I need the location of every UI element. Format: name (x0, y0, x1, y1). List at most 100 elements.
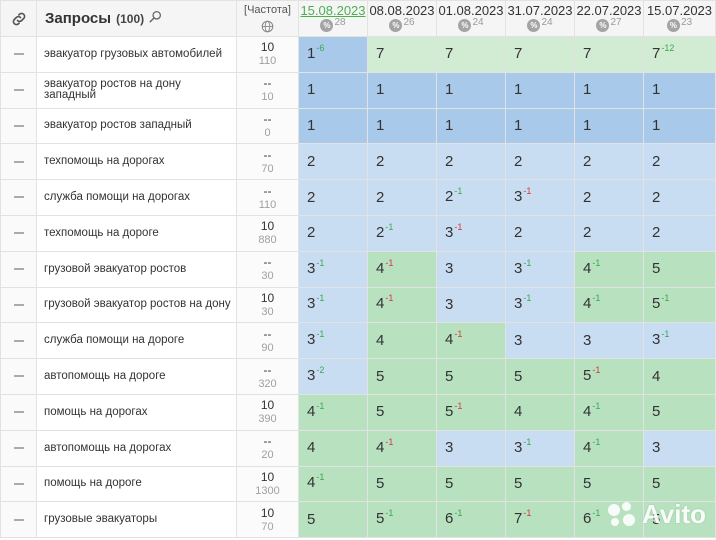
position-cell[interactable]: 5 (298, 501, 368, 539)
position-cell[interactable]: 3-1 (298, 250, 368, 288)
position-cell[interactable]: 3-2 (298, 358, 368, 395)
keyword-cell[interactable]: служба помощи на дорогах (36, 179, 237, 216)
minus-icon[interactable] (13, 196, 24, 199)
position-cell[interactable]: 5-1 (574, 358, 644, 395)
position-cell[interactable]: 4-1 (298, 465, 368, 503)
position-cell[interactable]: 2 (505, 214, 575, 252)
minus-icon[interactable] (13, 303, 24, 306)
position-cell[interactable]: 5 (643, 465, 716, 503)
keywords-header[interactable]: Запросы (100) (36, 0, 237, 37)
position-cell[interactable]: 4-1 (367, 250, 437, 288)
position-cell[interactable]: 4-1 (367, 286, 437, 324)
position-cell[interactable]: 5 (367, 465, 437, 503)
row-handle[interactable] (0, 143, 37, 181)
date-column-header[interactable]: 15.07.2023 % 23 (643, 0, 716, 37)
position-cell[interactable]: 3-1 (298, 286, 368, 324)
keyword-cell[interactable]: техпомощь на дорогах (36, 143, 237, 181)
position-cell[interactable]: 2 (298, 143, 368, 181)
date-label[interactable]: 15.08.2023 (300, 2, 366, 18)
row-handle[interactable] (0, 214, 37, 252)
table-row[interactable]: эвакуатор грузовых автомобилей 10 110 1-6 7 7… (0, 36, 716, 73)
position-cell[interactable]: 2 (505, 143, 575, 181)
position-cell[interactable]: 7 (367, 36, 437, 73)
date-column-header[interactable]: 22.07.2023 % 27 (574, 0, 644, 37)
position-cell[interactable]: 2 (574, 179, 644, 216)
minus-icon[interactable] (13, 53, 24, 56)
position-cell[interactable]: 1 (505, 107, 575, 145)
position-cell[interactable]: 1 (505, 71, 575, 109)
position-cell[interactable]: 1 (643, 107, 716, 145)
row-handle[interactable] (0, 393, 37, 431)
table-row[interactable]: грузовой эвакуатор ростов -- 30 3-1 4-1 3 3-1 4… (0, 250, 716, 288)
position-cell[interactable]: 2-1 (436, 179, 506, 216)
position-cell[interactable]: 3 (436, 286, 506, 324)
date-label[interactable]: 15.07.2023 (646, 2, 713, 18)
date-column-header[interactable]: 08.08.2023 % 26 (367, 0, 437, 37)
position-cell[interactable]: 2-1 (367, 214, 437, 252)
minus-icon[interactable] (13, 375, 24, 378)
position-cell[interactable]: 5-1 (436, 393, 506, 431)
position-cell[interactable]: 1 (574, 71, 644, 109)
row-handle[interactable] (0, 429, 37, 467)
position-cell[interactable]: 4 (367, 322, 437, 360)
minus-icon[interactable] (13, 518, 24, 521)
keyword-cell[interactable]: грузовые эвакуаторы (36, 501, 237, 539)
keyword-cell[interactable]: грузовой эвакуатор ростов (36, 250, 237, 288)
keyword-cell[interactable]: эвакуатор ростов на дону западный (36, 71, 237, 109)
position-cell[interactable]: 2 (574, 214, 644, 252)
row-handle[interactable] (0, 250, 37, 288)
position-cell[interactable]: 7 (505, 36, 575, 73)
table-row[interactable]: грузовые эвакуаторы 10 70 5 5-1 6-1 7-1 6-1 5 (0, 501, 716, 539)
position-cell[interactable]: 2 (367, 143, 437, 181)
table-row[interactable]: техпомощь на дороге 10 880 2 2-1 3-1 2 2 2 (0, 214, 716, 252)
table-row[interactable]: эвакуатор ростов западный -- 0 1 1 1 1 1 1 (0, 107, 716, 145)
row-handle[interactable] (0, 322, 37, 360)
table-row[interactable]: автопомощь на дорогах -- 20 4 4-1 3 3-1 4-1 3 (0, 429, 716, 467)
position-cell[interactable]: 1-6 (298, 36, 368, 73)
row-handle[interactable] (0, 36, 37, 73)
position-cell[interactable]: 3-1 (298, 322, 368, 360)
minus-icon[interactable] (13, 232, 24, 235)
position-cell[interactable]: 1 (367, 71, 437, 109)
keyword-cell[interactable]: автопомощь на дороге (36, 358, 237, 395)
position-cell[interactable]: 2 (436, 143, 506, 181)
position-cell[interactable]: 7 (436, 36, 506, 73)
row-handle[interactable] (0, 286, 37, 324)
table-row[interactable]: помощь на дорогах 10 390 4-1 5 5-1 4 4-1 5 (0, 393, 716, 431)
minus-icon[interactable] (13, 267, 24, 270)
position-cell[interactable]: 5 (505, 358, 575, 395)
link-column-header[interactable] (0, 0, 37, 37)
table-row[interactable]: техпомощь на дорогах -- 70 2 2 2 2 2 2 (0, 143, 716, 181)
position-cell[interactable]: 5 (643, 250, 716, 288)
position-cell[interactable]: 4-1 (574, 429, 644, 467)
position-cell[interactable]: 6-1 (436, 501, 506, 539)
position-cell[interactable]: 5 (367, 393, 437, 431)
table-row[interactable]: помощь на дороге 10 1300 4-1 5 5 5 5 5 (0, 465, 716, 503)
row-handle[interactable] (0, 179, 37, 216)
position-cell[interactable]: 3-1 (643, 322, 716, 360)
position-cell[interactable]: 2 (574, 143, 644, 181)
date-label[interactable]: 31.07.2023 (507, 2, 573, 18)
row-handle[interactable] (0, 501, 37, 539)
row-handle[interactable] (0, 107, 37, 145)
minus-icon[interactable] (13, 160, 24, 163)
table-row[interactable]: служба помощи на дорогах -- 110 2 2 2-1 3-1 2 2 (0, 179, 716, 216)
position-cell[interactable]: 3 (574, 322, 644, 360)
position-cell[interactable]: 2 (298, 214, 368, 252)
position-cell[interactable]: 5 (574, 465, 644, 503)
position-cell[interactable]: 4-1 (436, 322, 506, 360)
minus-icon[interactable] (13, 482, 24, 485)
date-label[interactable]: 01.08.2023 (438, 2, 504, 18)
keyword-cell[interactable]: помощь на дороге (36, 465, 237, 503)
position-cell[interactable]: 5 (436, 465, 506, 503)
position-cell[interactable]: 2 (643, 214, 716, 252)
keyword-cell[interactable]: помощь на дорогах (36, 393, 237, 431)
date-column-header[interactable]: 31.07.2023 % 24 (505, 0, 575, 37)
position-cell[interactable]: 3 (505, 322, 575, 360)
position-cell[interactable]: 7-12 (643, 36, 716, 73)
table-row[interactable]: служба помощи на дороге -- 90 3-1 4 4-1 3 3 3-1 (0, 322, 716, 360)
date-column-header[interactable]: 15.08.2023 % 28 (298, 0, 368, 37)
position-cell[interactable]: 4 (298, 429, 368, 467)
position-cell[interactable]: 4-1 (367, 429, 437, 467)
position-cell[interactable]: 6-1 (574, 501, 644, 539)
